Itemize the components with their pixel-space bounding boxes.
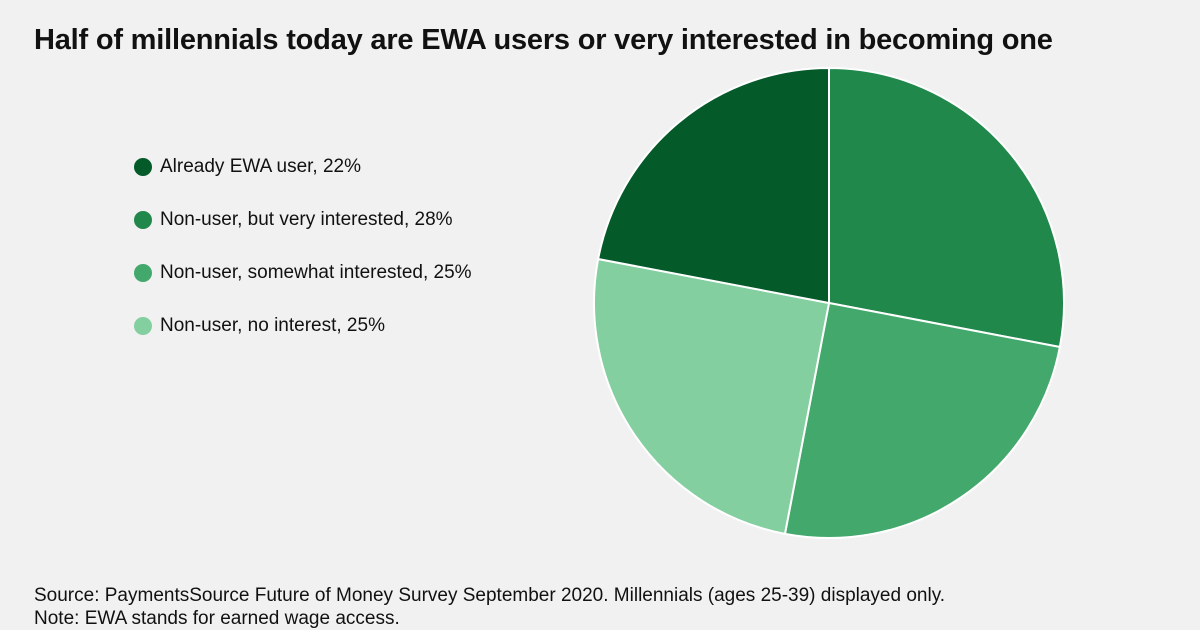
legend-swatch-somewhat-interested <box>134 263 152 282</box>
legend-label-already-user: Already EWA user, 22% <box>160 155 362 177</box>
chart-title: Half of millennials today are EWA users … <box>34 24 1053 56</box>
pie-slice-no-interest <box>593 257 830 535</box>
chart-legend: Already EWA user, 22% Non-user, but very… <box>134 140 472 352</box>
legend-label-somewhat-interested: Non-user, somewhat interested, 25% <box>160 261 472 283</box>
legend-swatch-no-interest <box>134 316 152 335</box>
pie-slice-already-user <box>597 67 830 304</box>
legend-swatch-already-user <box>134 157 152 176</box>
legend-item-no-interest: Non-user, no interest, 25% <box>134 299 472 352</box>
chart-footer: Source: PaymentsSource Future of Money S… <box>34 584 945 630</box>
legend-label-very-interested: Non-user, but very interested, 28% <box>160 208 453 230</box>
pie-slice-somewhat-interested <box>783 302 1061 539</box>
pie-slice-very-interested <box>828 67 1065 349</box>
legend-item-somewhat-interested: Non-user, somewhat interested, 25% <box>134 246 472 299</box>
footnote: Note: EWA stands for earned wage access. <box>34 608 400 629</box>
source-note: Source: PaymentsSource Future of Money S… <box>34 585 946 606</box>
legend-item-already-user: Already EWA user, 22% <box>134 140 472 193</box>
legend-item-very-interested: Non-user, but very interested, 28% <box>134 193 472 246</box>
legend-label-no-interest: Non-user, no interest, 25% <box>160 314 385 336</box>
legend-swatch-very-interested <box>134 210 152 229</box>
